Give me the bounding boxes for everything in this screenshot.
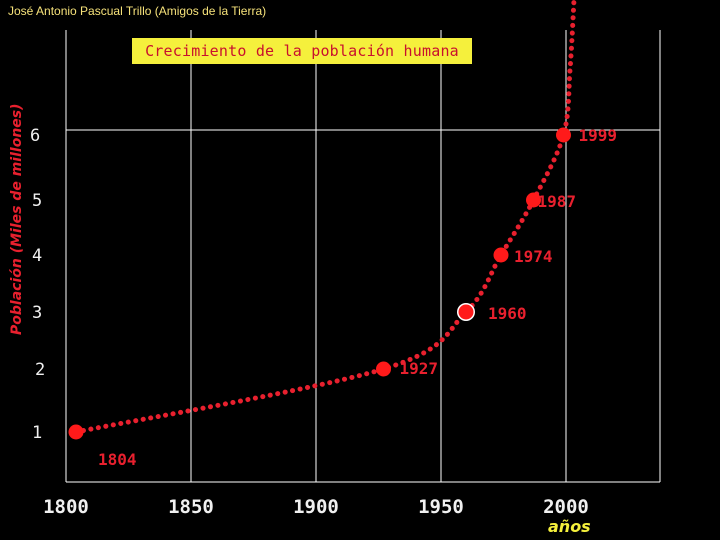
- point-labels: 1804 1927 1960 1974 1987 1999: [98, 126, 617, 469]
- x-tick-label: 1850: [168, 496, 214, 518]
- y-tick-label: 1: [32, 423, 42, 443]
- y-tick-label: 3: [32, 303, 42, 323]
- author-credit: José Antonio Pascual Trillo (Amigos de l…: [8, 4, 267, 18]
- y-tick-label: 5: [32, 191, 42, 211]
- data-label: 1974: [514, 247, 553, 266]
- data-markers: [68, 127, 571, 440]
- chart-title: Crecimiento de la población humana: [132, 38, 472, 64]
- data-point: [68, 424, 84, 440]
- chart-grid: [65, 30, 661, 483]
- data-label: 1927: [400, 359, 439, 378]
- data-point: [493, 247, 509, 263]
- x-tick-label: 1950: [418, 496, 464, 518]
- y-tick-label: 4: [32, 246, 42, 266]
- data-point: [556, 127, 571, 143]
- growth-curve: [73, 0, 577, 435]
- y-axis-label: Población (Miles de millones): [9, 103, 25, 335]
- data-label: 1804: [98, 450, 137, 469]
- data-label: 1999: [579, 126, 618, 145]
- data-point: [458, 304, 474, 320]
- x-tick-label: 2000: [543, 496, 589, 518]
- x-tick-label: 1800: [43, 496, 89, 518]
- series-line: [73, 0, 577, 435]
- data-point: [376, 361, 391, 377]
- y-tick-label: 6: [30, 126, 40, 146]
- data-label: 1987: [538, 192, 577, 211]
- y-tick-label: 2: [35, 360, 45, 380]
- data-point: [526, 192, 541, 208]
- x-tick-label: 1900: [293, 496, 339, 518]
- x-axis-label: años: [548, 517, 591, 536]
- x-axis-ticks: 1800 1850 1900 1950 2000: [43, 496, 589, 518]
- data-label: 1960: [488, 304, 527, 323]
- y-axis-ticks: 1 2 3 4 5 6: [30, 126, 45, 443]
